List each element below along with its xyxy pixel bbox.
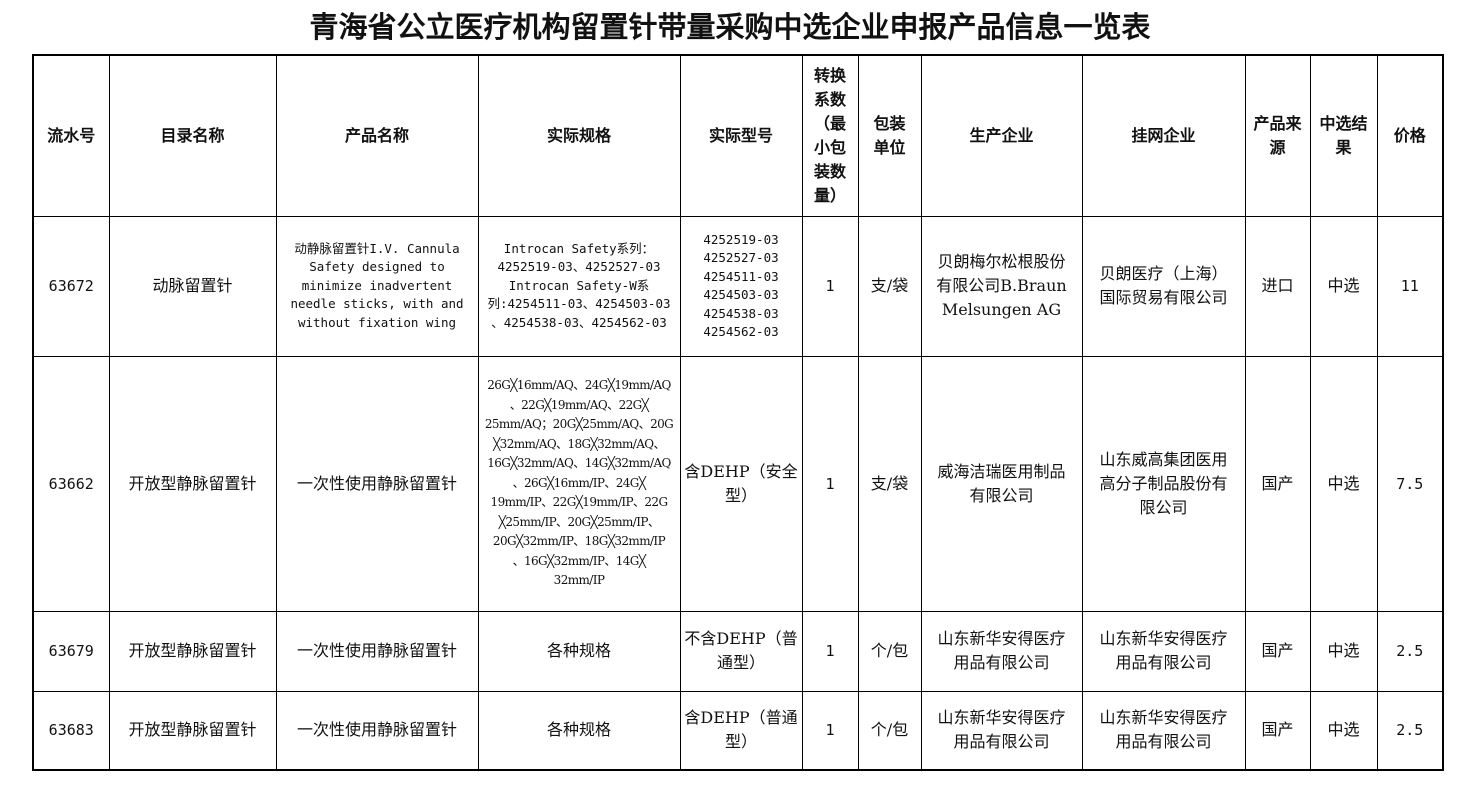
cell-origin: 进口 bbox=[1244, 215, 1311, 357]
cell-product: 一次性使用静脉留置针 bbox=[275, 355, 479, 612]
header-serial: 流水号 bbox=[32, 54, 110, 217]
header-catalog: 目录名称 bbox=[108, 54, 277, 217]
table-row: 63662 开放型静脉留置针 一次性使用静脉留置针 26G╳16mm/AQ、24… bbox=[32, 355, 1444, 612]
cell-product: 动静脉留置针I.V. Cannula Safety designed to mi… bbox=[275, 215, 479, 357]
cell-price: 7.5 bbox=[1376, 355, 1444, 612]
header-result: 中选结 果 bbox=[1309, 54, 1378, 217]
cell-manufacturer: 威海洁瑞医用制品 有限公司 bbox=[920, 355, 1083, 612]
cell-origin: 国产 bbox=[1244, 610, 1311, 692]
cell-unit: 个/包 bbox=[857, 610, 922, 692]
page-title: 青海省公立医疗机构留置针带量采购中选企业申报产品信息一览表 bbox=[309, 10, 1151, 44]
cell-serial: 63683 bbox=[32, 690, 110, 771]
cell-serial: 63662 bbox=[32, 355, 110, 612]
cell-factor: 1 bbox=[801, 610, 859, 692]
cell-distributor: 贝朗医疗（上海） 国际贸易有限公司 bbox=[1081, 215, 1246, 357]
cell-catalog: 开放型静脉留置针 bbox=[108, 355, 277, 612]
cell-origin: 国产 bbox=[1244, 355, 1311, 612]
cell-result: 中选 bbox=[1309, 610, 1378, 692]
cell-distributor: 山东新华安得医疗 用品有限公司 bbox=[1081, 610, 1246, 692]
cell-spec: 各种规格 bbox=[477, 690, 681, 771]
cell-unit: 支/袋 bbox=[857, 215, 922, 357]
cell-factor: 1 bbox=[801, 355, 859, 612]
header-product: 产品名称 bbox=[275, 54, 479, 217]
cell-spec: 各种规格 bbox=[477, 610, 681, 692]
header-unit: 包装 单位 bbox=[857, 54, 922, 217]
header-origin: 产品来 源 bbox=[1244, 54, 1311, 217]
cell-result: 中选 bbox=[1309, 690, 1378, 771]
cell-serial: 63672 bbox=[32, 215, 110, 357]
cell-serial: 63679 bbox=[32, 610, 110, 692]
cell-manufacturer: 山东新华安得医疗 用品有限公司 bbox=[920, 610, 1083, 692]
cell-manufacturer: 山东新华安得医疗 用品有限公司 bbox=[920, 690, 1083, 771]
cell-catalog: 开放型静脉留置针 bbox=[108, 690, 277, 771]
cell-origin: 国产 bbox=[1244, 690, 1311, 771]
cell-model: 4252519-03 4252527-03 4254511-03 4254503… bbox=[679, 215, 803, 357]
cell-catalog: 开放型静脉留置针 bbox=[108, 610, 277, 692]
table-row: 63679 开放型静脉留置针 一次性使用静脉留置针 各种规格 不含DEHP（普 … bbox=[32, 610, 1444, 692]
cell-model: 不含DEHP（普 通型） bbox=[679, 610, 803, 692]
cell-model: 含DEHP（安全 型） bbox=[679, 355, 803, 612]
header-manufacturer: 生产企业 bbox=[920, 54, 1083, 217]
header-factor: 转换 系数 （最 小包 装数 量） bbox=[801, 54, 859, 217]
header-price: 价格 bbox=[1376, 54, 1444, 217]
cell-spec: Introcan Safety系列： 4252519-03、4252527-03… bbox=[477, 215, 681, 357]
cell-distributor: 山东威高集团医用 高分子制品股份有 限公司 bbox=[1081, 355, 1246, 612]
header-model: 实际型号 bbox=[679, 54, 803, 217]
header-row: 流水号 目录名称 产品名称 实际规格 实际型号 转换 系数 （最 小包 装数 量… bbox=[32, 54, 1444, 217]
cell-factor: 1 bbox=[801, 215, 859, 357]
header-distributor: 挂网企业 bbox=[1081, 54, 1246, 217]
cell-unit: 个/包 bbox=[857, 690, 922, 771]
cell-result: 中选 bbox=[1309, 215, 1378, 357]
cell-product: 一次性使用静脉留置针 bbox=[275, 690, 479, 771]
cell-unit: 支/袋 bbox=[857, 355, 922, 612]
cell-catalog: 动脉留置针 bbox=[108, 215, 277, 357]
cell-spec: 26G╳16mm/AQ、24G╳19mm/AQ 、22G╳19mm/AQ、22G… bbox=[477, 355, 681, 612]
cell-price: 11 bbox=[1376, 215, 1444, 357]
header-spec: 实际规格 bbox=[477, 54, 681, 217]
cell-manufacturer: 贝朗梅尔松根股份 有限公司B.Braun Melsungen AG bbox=[920, 215, 1083, 357]
product-table: 流水号 目录名称 产品名称 实际规格 实际型号 转换 系数 （最 小包 装数 量… bbox=[32, 54, 1444, 771]
cell-model: 含DEHP（普通 型） bbox=[679, 690, 803, 771]
cell-price: 2.5 bbox=[1376, 610, 1444, 692]
cell-factor: 1 bbox=[801, 690, 859, 771]
cell-result: 中选 bbox=[1309, 355, 1378, 612]
cell-product: 一次性使用静脉留置针 bbox=[275, 610, 479, 692]
table-row: 63683 开放型静脉留置针 一次性使用静脉留置针 各种规格 含DEHP（普通 … bbox=[32, 690, 1444, 771]
table-row: 63672 动脉留置针 动静脉留置针I.V. Cannula Safety de… bbox=[32, 215, 1444, 357]
cell-distributor: 山东新华安得医疗 用品有限公司 bbox=[1081, 690, 1246, 771]
cell-price: 2.5 bbox=[1376, 690, 1444, 771]
